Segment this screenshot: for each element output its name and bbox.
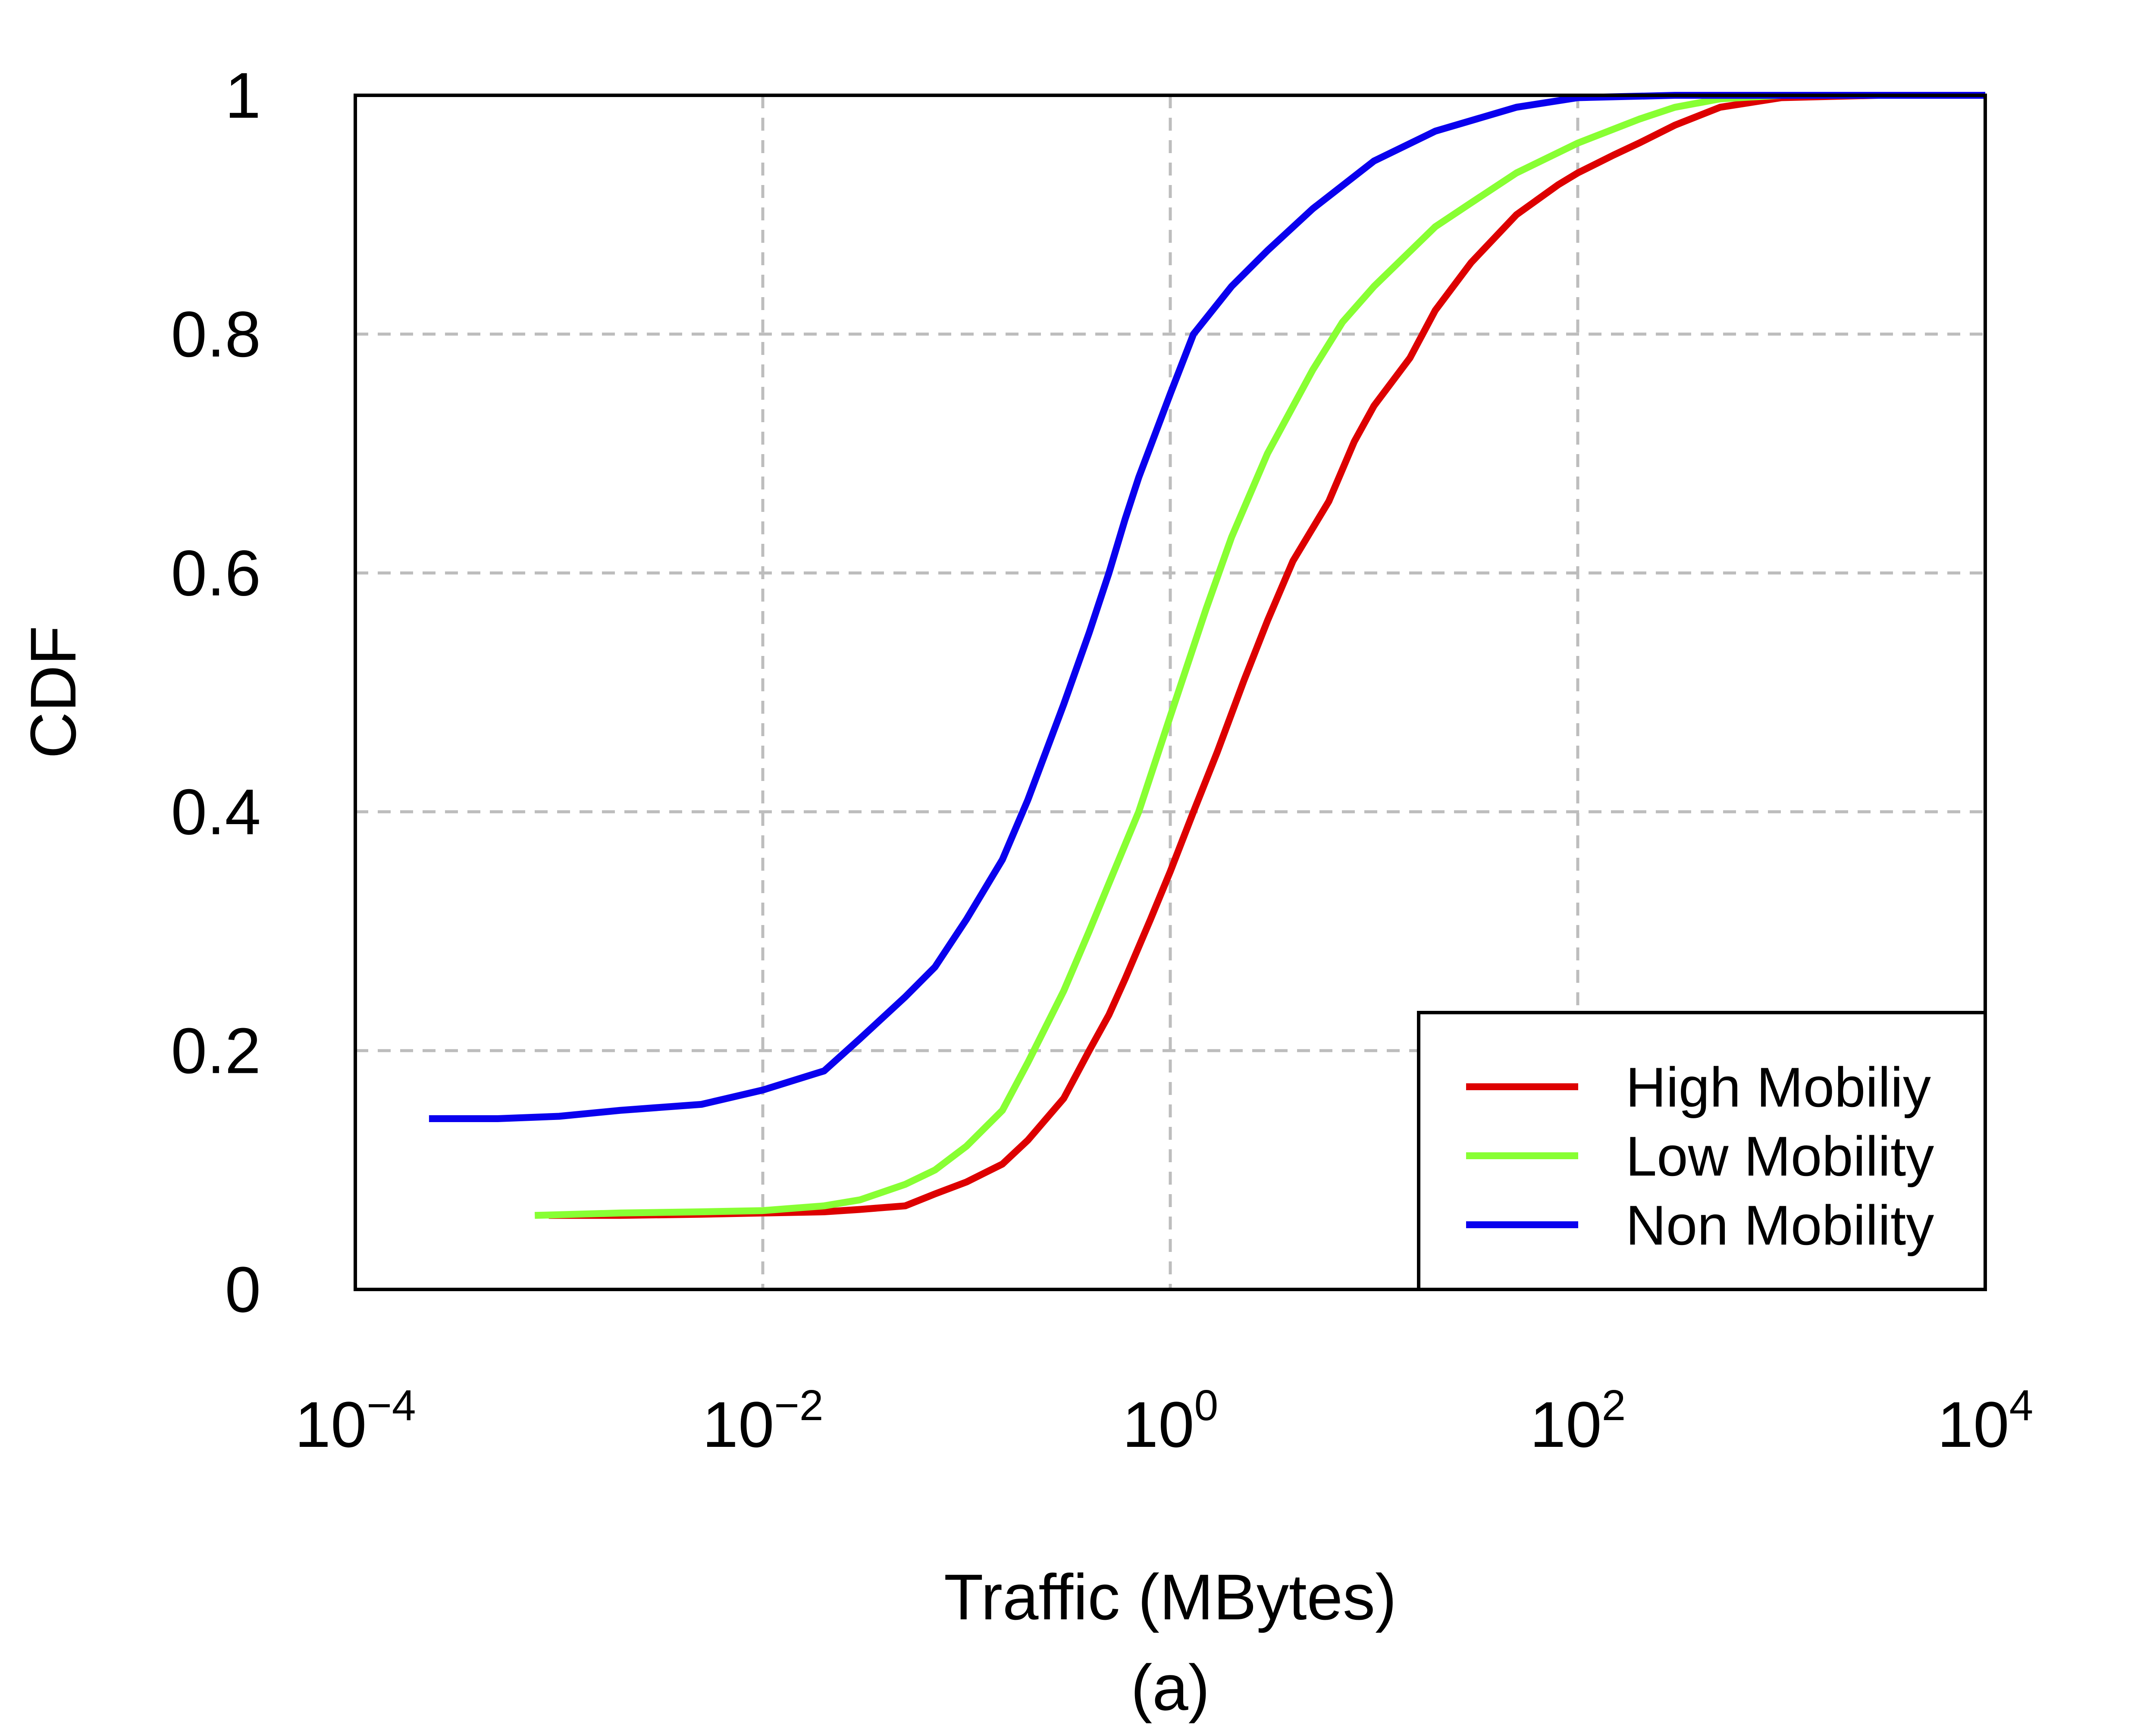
series-line-1 bbox=[534, 92, 1985, 1219]
y-tick-label-5: 1 bbox=[225, 59, 261, 132]
x-tick-label-2: 100 bbox=[1122, 1381, 1218, 1461]
legend-box bbox=[1417, 1011, 1987, 1291]
y-tick-labels: 0 0.2 0.4 0.6 0.8 1 bbox=[171, 59, 261, 1326]
x-tick-label-1: 10−2 bbox=[702, 1381, 824, 1461]
x-tick-label-4: 104 bbox=[1937, 1381, 2033, 1461]
y-tick-label-3: 0.6 bbox=[171, 537, 261, 609]
series-line-0 bbox=[548, 92, 1985, 1219]
y-tick-label-4: 0.8 bbox=[171, 298, 261, 370]
y-axis-title: CDF bbox=[17, 626, 89, 759]
figure-caption: (a) bbox=[1131, 1651, 1210, 1724]
plot-frame bbox=[354, 94, 1987, 1291]
y-tick-label-1: 0.2 bbox=[171, 1014, 261, 1087]
y-tick-label-2: 0.4 bbox=[171, 775, 261, 848]
x-tick-label-0: 10−4 bbox=[295, 1381, 416, 1461]
series-lines bbox=[429, 92, 1985, 1219]
series-line-2 bbox=[429, 92, 1985, 1122]
y-tick-label-0: 0 bbox=[225, 1253, 261, 1326]
legend-label-2: Non Mobility bbox=[1626, 1194, 1934, 1257]
x-tick-labels: 10−4 10−2 100 102 104 bbox=[295, 1381, 2034, 1461]
x-axis-title: Traffic (MBytes) bbox=[944, 1561, 1397, 1633]
x-tick-label-3: 102 bbox=[1530, 1381, 1626, 1461]
legend-label-1: Low Mobility bbox=[1626, 1125, 1934, 1188]
legend-label-0: High Mobiliy bbox=[1626, 1056, 1931, 1119]
